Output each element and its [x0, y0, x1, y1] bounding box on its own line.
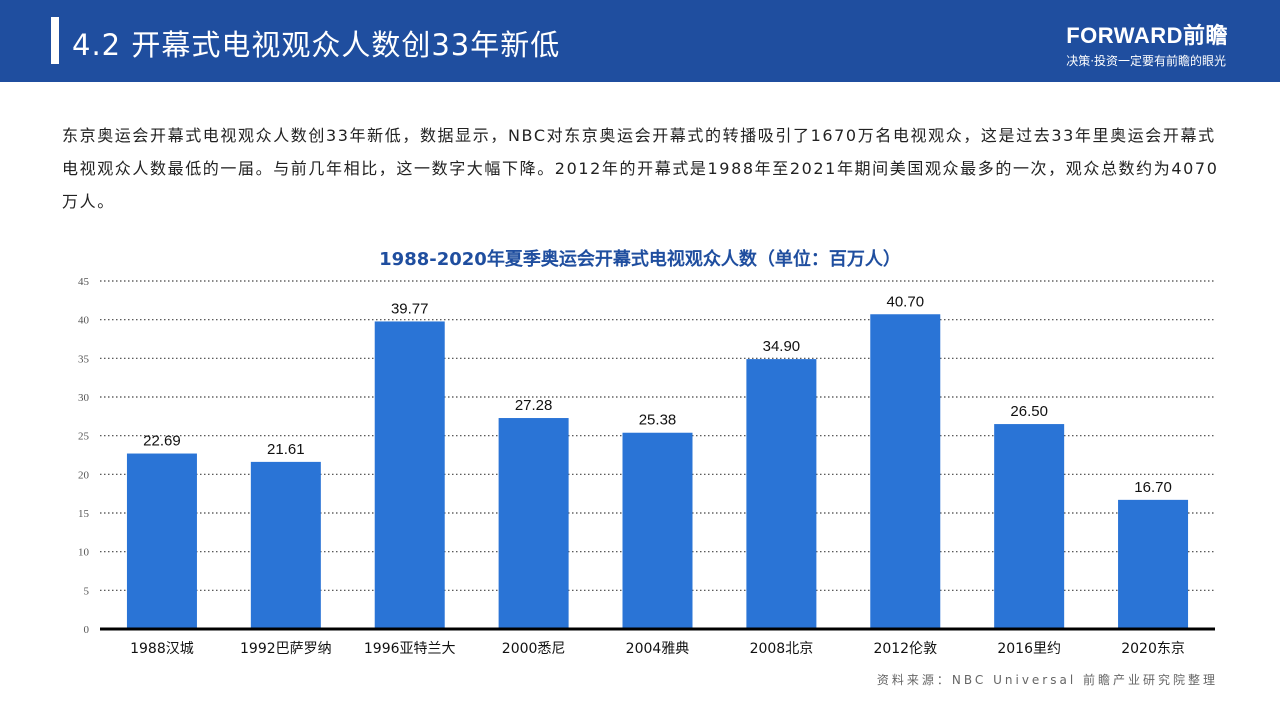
- data-label: 27.28: [515, 397, 553, 414]
- logo-slogan: 决策·投资一定要有前瞻的眼光: [1066, 54, 1227, 68]
- x-tick-label: 2004雅典: [626, 641, 690, 657]
- x-tick-label: 2016里约: [997, 641, 1061, 657]
- bar: [374, 321, 445, 629]
- y-tick-label: 45: [78, 276, 90, 288]
- x-tick-label: 1992巴萨罗纳: [240, 641, 332, 657]
- x-tick-label: 1996亚特兰大: [364, 641, 456, 657]
- bar: [870, 314, 941, 629]
- title-accent-bar: [51, 17, 59, 64]
- bar: [250, 461, 321, 629]
- data-label: 40.70: [887, 293, 925, 310]
- y-tick-label: 40: [78, 315, 90, 327]
- logo-brand: FORWARD前瞻: [1066, 23, 1228, 48]
- bar: [994, 424, 1065, 629]
- data-label: 22.69: [143, 433, 181, 450]
- bar: [622, 432, 693, 629]
- data-label: 25.38: [639, 412, 677, 429]
- y-tick-label: 10: [78, 547, 90, 559]
- x-tick-label: 2020东京: [1121, 641, 1185, 657]
- y-tick-label: 25: [78, 431, 90, 443]
- y-tick-label: 0: [84, 624, 90, 636]
- x-tick-label: 2008北京: [750, 641, 814, 657]
- data-label: 21.61: [267, 441, 305, 458]
- y-tick-label: 35: [78, 353, 90, 365]
- page-title: 4.2 开幕式电视观众人数创33年新低: [72, 28, 561, 62]
- x-tick-label: 2000悉尼: [502, 641, 566, 657]
- header-banner: 4.2 开幕式电视观众人数创33年新低 FORWARD前瞻 决策·投资一定要有前…: [0, 0, 1280, 82]
- bar: [746, 359, 817, 629]
- bar: [126, 453, 197, 629]
- bar: [498, 418, 569, 629]
- bar: [1118, 499, 1189, 629]
- body-paragraph: 东京奥运会开幕式电视观众人数创33年新低，数据显示，NBC对东京奥运会开幕式的转…: [62, 126, 1219, 211]
- x-tick-label: 1988汉城: [130, 641, 194, 657]
- data-label: 34.90: [763, 338, 801, 355]
- data-label: 26.50: [1010, 403, 1048, 420]
- y-tick-label: 30: [78, 392, 90, 404]
- data-label: 16.70: [1134, 479, 1172, 496]
- y-tick-label: 20: [78, 469, 90, 481]
- x-tick-label: 2012伦敦: [873, 641, 937, 657]
- y-tick-label: 5: [84, 585, 90, 597]
- data-label: 39.77: [391, 300, 429, 317]
- chart-title: 1988-2020年夏季奥运会开幕式电视观众人数（单位：百万人）: [379, 249, 901, 270]
- source-note: 资料来源：NBC Universal 前瞻产业研究院整理: [876, 673, 1218, 687]
- logo: FORWARD前瞻 决策·投资一定要有前瞻的眼光: [1066, 18, 1228, 69]
- y-tick-label: 15: [78, 508, 90, 520]
